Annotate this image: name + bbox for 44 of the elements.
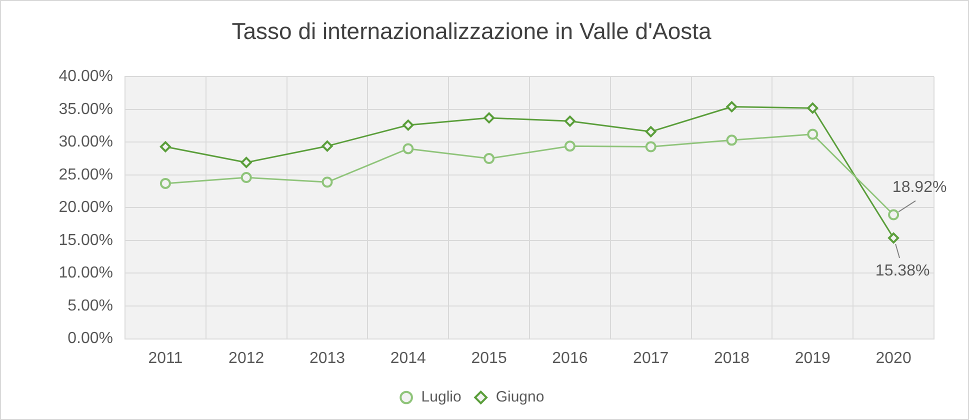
point <box>402 120 414 131</box>
x-tick-label: 2013 <box>309 350 346 367</box>
point <box>160 141 171 152</box>
x-tick-label: 2020 <box>876 350 912 367</box>
x-tick-label: 2018 <box>714 350 750 367</box>
data-label: 18.92% <box>892 179 947 196</box>
legend-label: Luglio <box>421 388 462 406</box>
legend-label: Giugno <box>496 388 544 406</box>
y-tick-label: 20.00% <box>58 199 113 216</box>
y-tick-label: 10.00% <box>58 264 113 282</box>
point <box>484 112 495 124</box>
point <box>564 140 576 152</box>
point <box>726 134 738 146</box>
point <box>807 128 818 140</box>
x-tick-label: 2014 <box>390 350 426 367</box>
y-tick-label: 0.00% <box>68 330 113 348</box>
y-tick-label: 5.00% <box>68 297 113 314</box>
point <box>160 178 171 189</box>
x-tick-label: 2015 <box>471 350 507 367</box>
x-tick-label: 2016 <box>552 350 588 367</box>
x-tick-label: 2019 <box>794 350 831 367</box>
point <box>240 156 252 168</box>
point <box>645 141 656 152</box>
x-tick-label: 2017 <box>633 350 669 367</box>
point <box>888 209 900 220</box>
y-tick-label: 40.00% <box>58 68 113 86</box>
y-tick-label: 35.00% <box>58 100 113 118</box>
point <box>322 140 333 152</box>
point <box>807 102 818 114</box>
point <box>322 176 333 188</box>
point <box>726 101 738 112</box>
point <box>888 232 900 244</box>
y-tick-label: 15.00% <box>58 232 113 249</box>
x-tick-label: 2012 <box>228 350 264 367</box>
point <box>645 126 656 138</box>
point <box>484 153 495 164</box>
point <box>240 172 252 184</box>
data-label: 15.38% <box>875 262 930 280</box>
y-tick-label: 25.00% <box>58 166 113 184</box>
y-tick-label: 30.00% <box>58 134 113 151</box>
point <box>402 143 414 154</box>
chart-title: Tasso di internazionalizzazione in Valle d'Aosta <box>232 18 712 44</box>
x-tick-label: 2011 <box>148 350 183 367</box>
point <box>564 116 576 127</box>
